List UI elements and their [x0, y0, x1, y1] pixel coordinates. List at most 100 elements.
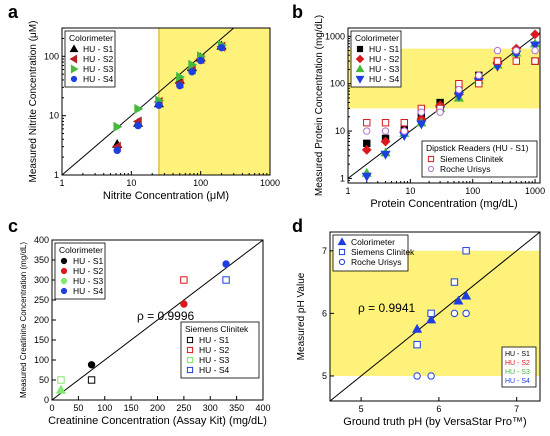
data-point — [453, 295, 464, 305]
legend-marker — [427, 155, 435, 163]
legend-entry: HU - S3 — [199, 355, 230, 365]
data-point — [222, 276, 230, 284]
legend-marker — [60, 257, 68, 265]
legend-entry: Roche Urisys — [351, 257, 402, 267]
data-point — [475, 79, 483, 88]
legend-entry: HU - S3 — [505, 369, 530, 376]
panel-b: b 1 10 100 1000 1 10 100 1000 Protein Concentrati… — [292, 2, 545, 210]
data-point — [531, 46, 539, 55]
x-axis-label: Ground truth pH (by VersaStar Pro™) — [343, 416, 526, 428]
x-tick-label: 7 — [514, 404, 519, 414]
legend-entry: Siemens Clinitek — [351, 247, 415, 257]
y-tick-label: 100 — [44, 51, 59, 61]
data-point — [416, 120, 427, 130]
legend-marker — [69, 54, 78, 64]
x-tick-label: 200 — [150, 403, 165, 413]
highlight-band — [158, 28, 270, 175]
legend-marker — [70, 75, 78, 83]
x-tick-label: 1 — [59, 178, 64, 188]
data-point — [462, 309, 470, 318]
data-point — [361, 172, 372, 182]
y-tick-label: 1 — [340, 173, 345, 183]
data-point — [413, 340, 421, 349]
data-point — [412, 323, 423, 333]
data-point — [380, 150, 391, 160]
x-tick-label: 100 — [193, 178, 208, 188]
panel-letter: b — [292, 2, 303, 22]
legend-marker — [70, 64, 79, 74]
y-axis-label: Measured Nitrite Concentration (μM) — [28, 21, 39, 183]
x-tick-label: 100 — [465, 186, 480, 196]
x-tick-label: 1000 — [525, 186, 545, 196]
identity-line — [329, 231, 541, 402]
x-tick-label: 250 — [176, 403, 191, 413]
data-point — [461, 290, 472, 300]
legend-marker — [355, 75, 365, 84]
legend-dipstick — [421, 140, 538, 178]
data-point — [436, 108, 444, 116]
correlation-annotation: ρ = 0.9996 — [137, 309, 195, 323]
data-point — [450, 309, 459, 318]
legend-subsets — [501, 346, 537, 388]
data-point — [180, 276, 188, 284]
data-point — [134, 103, 144, 114]
data-point — [381, 127, 390, 135]
data-point — [380, 136, 391, 147]
y-axis-label: Measured pH Value — [296, 272, 307, 360]
data-point — [176, 81, 184, 90]
data-point — [493, 57, 502, 65]
data-point — [57, 376, 65, 384]
x-tick-label: 400 — [255, 403, 270, 413]
data-point — [113, 121, 123, 132]
data-point — [493, 46, 502, 55]
legend-entry: HU - S1 — [73, 256, 104, 266]
legend-entry: HU - S1 — [199, 335, 230, 345]
data-point — [361, 144, 372, 155]
plot-frame — [329, 231, 541, 402]
data-point — [427, 372, 435, 380]
legend-marker — [60, 287, 68, 295]
legend-entry: HU - S3 — [73, 276, 104, 286]
x-axis-label: Creatinine Concentration (Assay Kit) (mg… — [48, 415, 267, 427]
data-point — [222, 260, 230, 268]
data-point — [427, 309, 435, 318]
legend-entry: HU - S3 — [369, 64, 400, 74]
y-tick-label: 1 — [54, 170, 59, 180]
y-tick-label: 5 — [322, 371, 327, 381]
data-point — [417, 108, 426, 116]
y-tick-label: 200 — [34, 315, 49, 325]
legend-entry: HU - S1 — [369, 44, 400, 54]
data-point — [381, 119, 390, 127]
y-axis-label: Measured Creatinine Concentration (mg/dL… — [19, 242, 28, 398]
data-point — [530, 29, 540, 40]
y-tick-label: 250 — [34, 295, 49, 305]
y-tick-label: 0 — [44, 395, 49, 405]
data-point — [455, 85, 463, 94]
legend-entry: HU - S3 — [83, 64, 114, 74]
data-point — [180, 300, 188, 308]
plot-frame — [347, 27, 541, 184]
x-tick-label: 50 — [73, 403, 83, 413]
data-point — [188, 68, 196, 76]
legend-entry: Siemens Clinitek — [440, 154, 504, 164]
legend-marker — [356, 45, 364, 53]
data-point — [531, 57, 539, 65]
y-tick-label: 350 — [34, 255, 49, 265]
x-tick-label: 100 — [97, 403, 112, 413]
legend-entry: HU - S4 — [199, 365, 230, 375]
legend-marker — [355, 64, 365, 73]
y-tick-label: 400 — [34, 235, 49, 245]
data-point — [87, 361, 96, 369]
data-point — [87, 376, 96, 384]
x-tick-label: 5 — [359, 404, 364, 414]
data-point — [113, 146, 121, 155]
legend-title: Colorimeter — [69, 33, 113, 43]
legend-entry: HU - S2 — [199, 345, 230, 355]
panel-a: a 1 10 100 1000 1 10 100 Nitrite Concentration (… — [8, 2, 280, 202]
correlation-annotation: ρ = 0.9941 — [358, 301, 416, 315]
legend-entry: Roche Urisys — [440, 164, 491, 174]
legend-entry: HU - S4 — [73, 286, 104, 296]
identity-line — [61, 27, 235, 176]
legend-entry: HU - S2 — [83, 54, 114, 64]
